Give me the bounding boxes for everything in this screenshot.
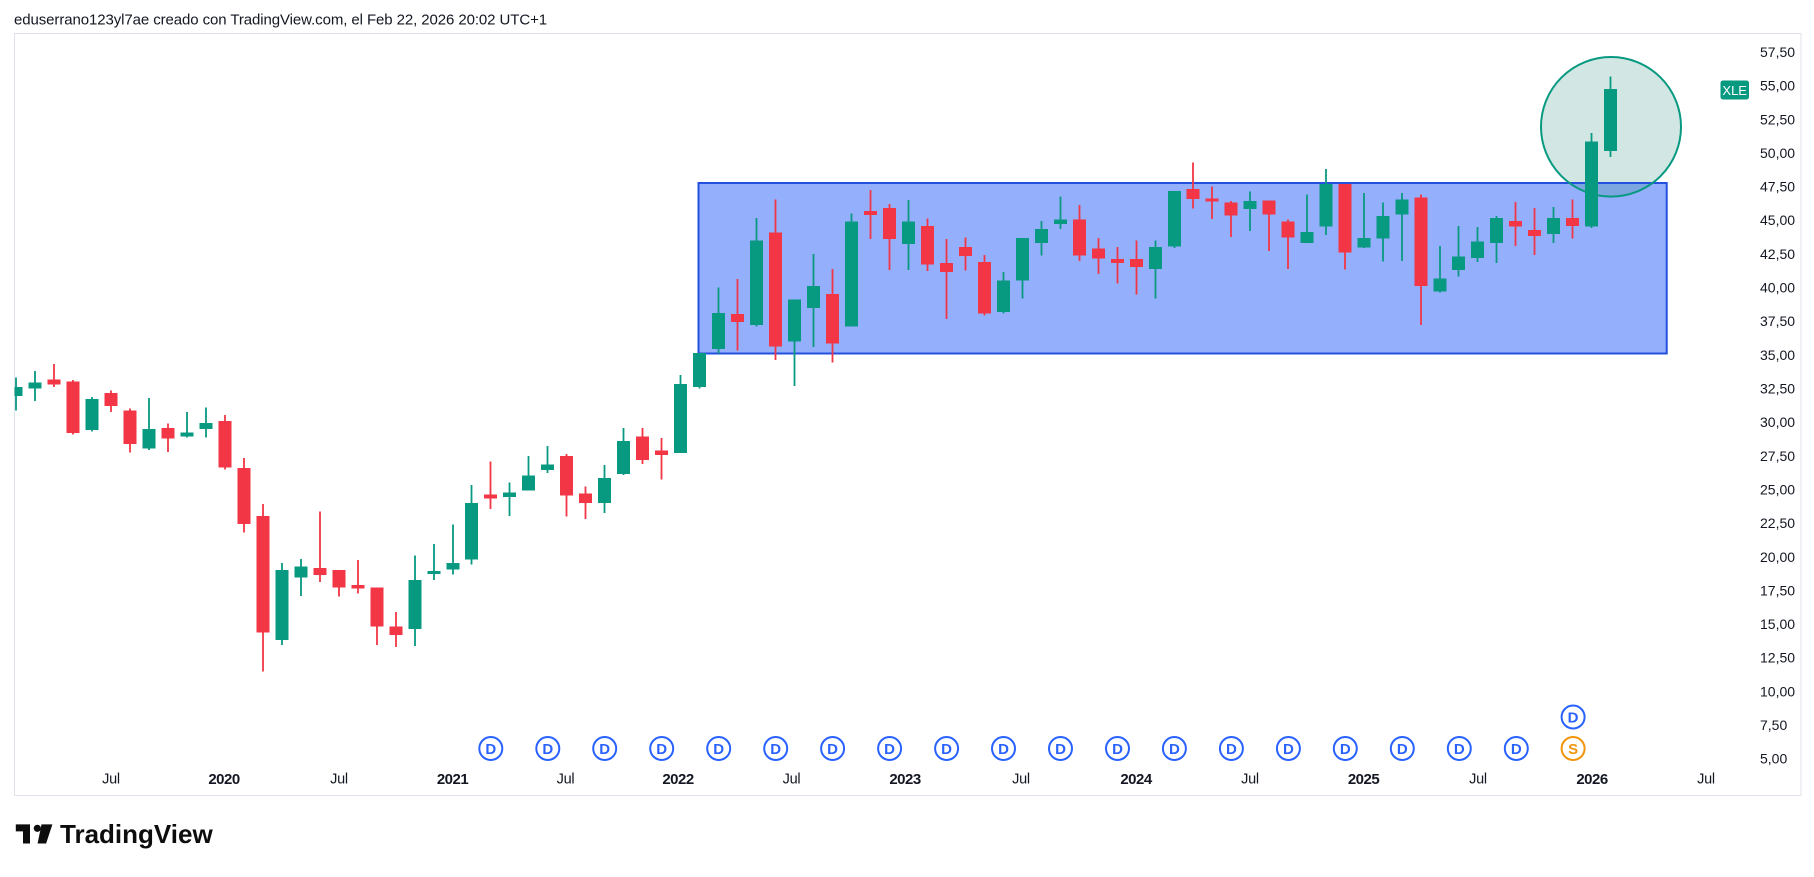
svg-text:22,50: 22,50 [1760,515,1795,531]
svg-text:50,00: 50,00 [1760,145,1795,161]
svg-text:15,00: 15,00 [1760,616,1795,632]
svg-text:55,00: 55,00 [1760,78,1795,94]
svg-text:10,00: 10,00 [1760,683,1795,699]
svg-text:45,00: 45,00 [1760,212,1795,228]
svg-text:Jul: Jul [783,772,801,788]
svg-text:D: D [1226,741,1237,758]
svg-text:40,00: 40,00 [1760,280,1795,296]
svg-text:27,50: 27,50 [1760,448,1795,464]
svg-text:42,50: 42,50 [1760,246,1795,262]
svg-text:D: D [599,741,610,758]
svg-text:Jul: Jul [1697,772,1715,788]
svg-text:D: D [1568,709,1579,726]
svg-text:D: D [656,741,667,758]
svg-text:D: D [941,741,952,758]
svg-text:D: D [1283,741,1294,758]
svg-text:17,50: 17,50 [1760,582,1795,598]
svg-text:Jul: Jul [557,772,575,788]
svg-text:D: D [1055,741,1066,758]
svg-text:D: D [770,741,781,758]
svg-text:D: D [1397,741,1408,758]
svg-text:D: D [998,741,1009,758]
svg-text:35,00: 35,00 [1760,347,1795,363]
svg-text:32,50: 32,50 [1760,381,1795,397]
svg-text:7,50: 7,50 [1760,717,1787,733]
svg-text:D: D [1340,741,1351,758]
svg-text:2026: 2026 [1576,771,1608,788]
svg-text:D: D [713,741,724,758]
svg-text:47,50: 47,50 [1760,179,1795,195]
svg-text:eduserrano123yl7ae creado con: eduserrano123yl7ae creado con TradingVie… [14,12,547,29]
svg-text:D: D [1169,741,1180,758]
svg-text:2025: 2025 [1348,771,1380,788]
svg-text:D: D [1511,741,1522,758]
svg-text:2020: 2020 [208,771,240,788]
svg-text:37,50: 37,50 [1760,313,1795,329]
svg-text:D: D [485,741,496,758]
svg-text:D: D [884,741,895,758]
svg-text:Jul: Jul [1012,772,1030,788]
svg-text:Jul: Jul [102,772,120,788]
svg-text:52,50: 52,50 [1760,111,1795,127]
svg-text:2023: 2023 [889,771,921,788]
svg-text:Jul: Jul [330,772,348,788]
svg-text:57,50: 57,50 [1760,44,1795,60]
svg-text:XLE: XLE [1722,83,1747,98]
svg-text:5,00: 5,00 [1760,751,1787,767]
svg-text:TradingView: TradingView [60,819,213,849]
svg-text:12,50: 12,50 [1760,650,1795,666]
svg-text:D: D [827,741,838,758]
svg-text:D: D [1454,741,1465,758]
svg-text:2021: 2021 [437,771,469,788]
svg-text:20,00: 20,00 [1760,549,1795,565]
svg-text:S: S [1568,741,1578,758]
svg-text:30,00: 30,00 [1760,414,1795,430]
svg-text:2022: 2022 [662,771,694,788]
svg-text:2024: 2024 [1120,771,1153,788]
svg-text:25,00: 25,00 [1760,481,1795,497]
svg-text:Jul: Jul [1241,772,1259,788]
svg-text:D: D [1112,741,1123,758]
svg-text:Jul: Jul [1469,772,1487,788]
svg-text:D: D [542,741,553,758]
